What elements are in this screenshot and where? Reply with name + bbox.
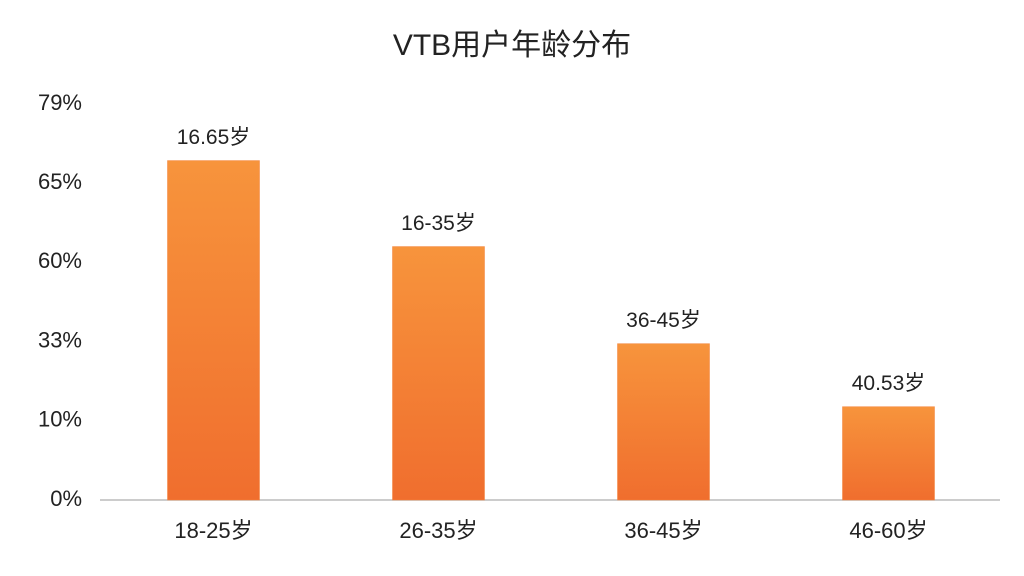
y-tick-label: 33% [38,327,82,352]
chart-title: VTB用户年龄分布 [393,29,631,62]
y-tick-label: 79% [38,90,82,115]
x-tick-label: 46-60岁 [849,518,927,543]
y-tick-label: 10% [38,407,82,432]
bar-annotation: 16.65岁 [177,126,251,149]
y-tick-label: 60% [38,248,82,273]
y-tick-label: 65% [38,169,82,194]
bar [617,343,710,501]
bar [842,406,935,501]
bar-annotation: 16-35岁 [401,212,476,235]
y-tick-label: 0% [50,486,82,511]
bar-annotation: 36-45岁 [626,309,701,332]
x-tick-label: 18-25岁 [174,518,252,543]
bar-annotation: 40.53岁 [852,372,926,395]
x-tick-label: 26-35岁 [399,518,477,543]
bar [392,246,485,501]
bar [167,160,260,501]
x-tick-label: 36-45岁 [624,518,702,543]
